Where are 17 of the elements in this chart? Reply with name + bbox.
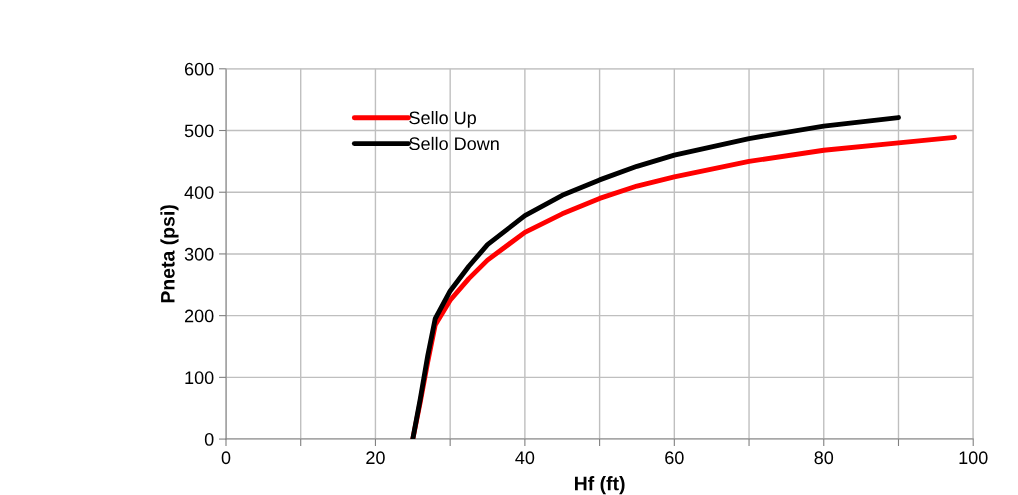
legend-label: Sello Down	[409, 136, 499, 151]
y-tick-label: 0	[204, 433, 214, 446]
x-tick-label: 0	[221, 451, 231, 465]
y-tick-label: 400	[184, 186, 214, 199]
x-tick-label: 60	[665, 451, 684, 465]
legend-label: Sello Up	[409, 110, 476, 128]
y-tick-label: 200	[184, 309, 214, 323]
y-axis-title: Pneta (psi)	[160, 205, 179, 303]
y-tick-label: 100	[185, 371, 214, 385]
y-tick-label: 300	[184, 247, 214, 261]
x-tick-label: 100	[959, 451, 988, 465]
y-tick-label: 600	[184, 62, 214, 76]
y-tick-label: 500	[184, 124, 214, 138]
x-tick-label: 80	[814, 451, 834, 465]
x-tick-label: 40	[515, 451, 535, 465]
x-tick-label: 20	[366, 451, 385, 465]
x-axis-title: Hf (ft)	[574, 476, 625, 495]
